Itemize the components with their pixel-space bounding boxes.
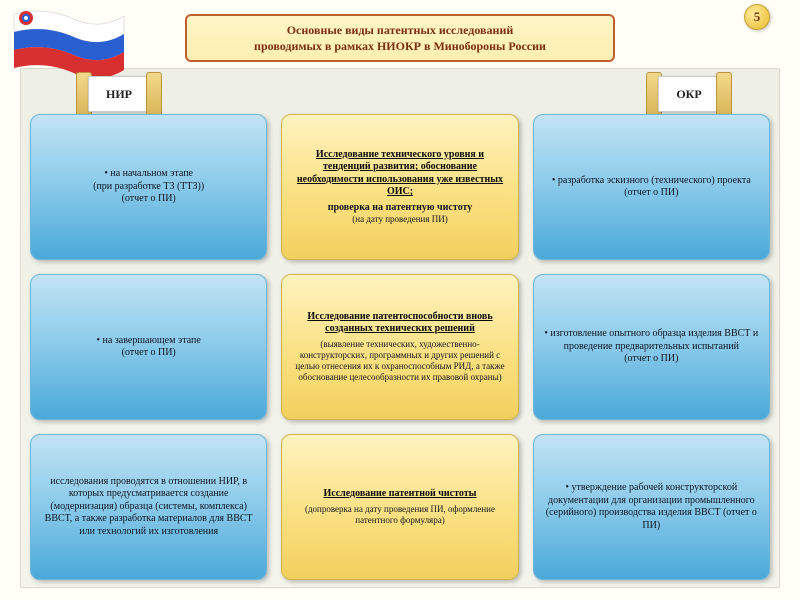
- cell-r3c1: исследования проводятся в отношении НИР,…: [30, 434, 267, 580]
- okr-label: ОКР: [658, 76, 720, 112]
- r1c2-body: проверка на патентную чистоту: [328, 202, 473, 215]
- r2c2-heading: Исследование патентоспособности вновь со…: [292, 311, 507, 336]
- title-line-1: Основные виды патентных исследований: [197, 22, 603, 38]
- r3c2-body: (допроверка на дату проведения ПИ, оформ…: [292, 504, 507, 527]
- nir-label: НИР: [88, 76, 150, 112]
- r1c2-heading: Исследование технического уровня и тенде…: [292, 149, 507, 199]
- cell-r1c1: на начальном этапе (при разработке ТЗ (Т…: [30, 114, 267, 260]
- r1c2-sub: (на дату проведения ПИ): [352, 214, 447, 225]
- r2c2-body: (выявление технических, художественно-ко…: [292, 339, 507, 384]
- r1c1-line2: (при разработке ТЗ (ТТЗ)): [93, 181, 204, 194]
- r3c2-heading: Исследование патентной чистоты: [323, 488, 476, 501]
- scroll-label-nir: НИР: [78, 72, 160, 116]
- r2c1-line2: (отчет о ПИ): [122, 347, 176, 360]
- r1c3-line2: (отчет о ПИ): [624, 187, 678, 200]
- diagram-grid: на начальном этапе (при разработке ТЗ (Т…: [30, 114, 770, 580]
- cell-r2c2: Исследование патентоспособности вновь со…: [281, 274, 518, 420]
- scroll-label-okr: ОКР: [648, 72, 730, 116]
- title-box: Основные виды патентных исследований про…: [185, 14, 615, 62]
- r1c1-line3: (отчет о ПИ): [122, 193, 176, 206]
- cell-r2c1: на завершающем этапе (отчет о ПИ): [30, 274, 267, 420]
- cell-r1c2: Исследование технического уровня и тенде…: [281, 114, 518, 260]
- cell-r1c3: разработка эскизного (технического) прое…: [533, 114, 770, 260]
- r2c1-bullet: на завершающем этапе: [97, 335, 201, 346]
- page-number: 5: [754, 9, 761, 25]
- r2c3-bullet: изготовление опытного образца изделия ВВ…: [544, 328, 758, 352]
- cell-r2c3: изготовление опытного образца изделия ВВ…: [533, 274, 770, 420]
- title-line-2: проводимых в рамках НИОКР в Минобороны Р…: [197, 38, 603, 54]
- r2c3-line2: (отчет о ПИ): [624, 353, 678, 366]
- cell-r3c3: утверждение рабочей конструкторской доку…: [533, 434, 770, 580]
- r3c1-body: исследования проводятся в отношении НИР,…: [41, 476, 256, 539]
- page-number-badge: 5: [744, 4, 770, 30]
- cell-r3c2: Исследование патентной чистоты (допровер…: [281, 434, 518, 580]
- r3c3-bullet: утверждение рабочей конструкторской доку…: [546, 482, 757, 531]
- r1c1-bullet: на начальном этапе: [104, 168, 193, 179]
- r1c3-bullet: разработка эскизного (технического) прое…: [552, 175, 751, 186]
